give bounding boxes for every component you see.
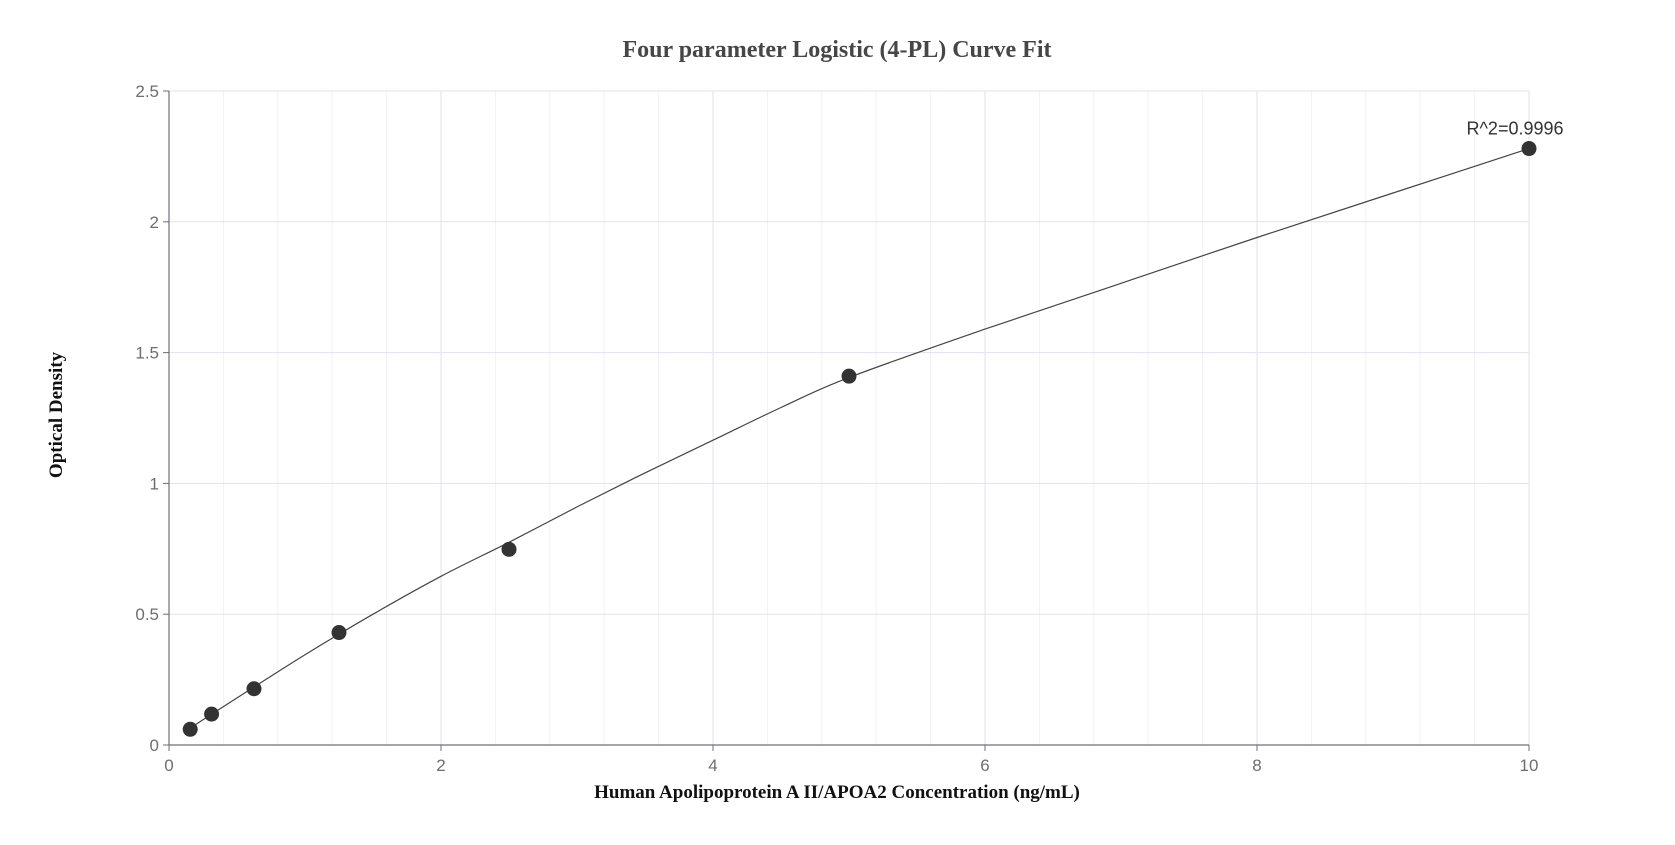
data-point [1521,141,1537,157]
x-tick-label: 6 [980,756,989,775]
tick-labels: 0 2 4 6 8 10 0 0.5 1 1.5 2 2.5 [135,82,1538,775]
x-tick-label: 2 [436,756,445,775]
y-axis-title: Optical Density [46,351,67,478]
r-squared-annotation: R^2=0.9996 [1466,119,1563,139]
data-point [246,681,262,697]
grid-lines [169,90,1530,745]
y-tick-label: 2.5 [135,82,159,101]
chart-title: Four parameter Logistic (4-PL) Curve Fit [622,37,1051,63]
y-tick-label: 0 [150,736,159,755]
y-tick-label: 1.5 [135,344,159,363]
y-tick-label: 1 [150,474,159,493]
x-tick-label: 8 [1252,756,1261,775]
data-point [841,368,857,384]
data-point [501,541,517,557]
data-point [182,721,198,737]
y-tick-label: 0.5 [135,605,159,624]
data-point [204,706,220,722]
x-tick-label: 4 [708,756,717,775]
x-tick-label: 0 [164,756,173,775]
x-tick-label: 10 [1520,756,1539,775]
data-points [182,141,1537,737]
axes [168,91,1529,746]
fit-curve-line [189,148,1530,729]
y-tick-label: 2 [150,213,159,232]
data-point [331,625,347,641]
x-axis-title: Human Apolipoprotein A II/APOA2 Concentr… [594,782,1080,803]
